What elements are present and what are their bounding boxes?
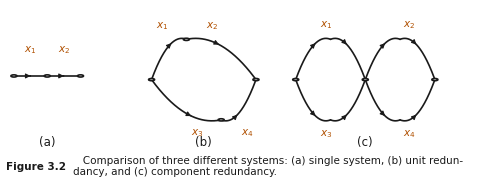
Circle shape bbox=[293, 79, 299, 81]
Text: Comparison of three different systems: (a) single system, (b) unit redun-
dancy,: Comparison of three different systems: (… bbox=[73, 156, 463, 177]
Text: $x_4$: $x_4$ bbox=[403, 129, 415, 140]
Circle shape bbox=[432, 79, 438, 81]
Text: (b): (b) bbox=[195, 136, 212, 149]
Text: $x_2$: $x_2$ bbox=[206, 21, 218, 32]
Text: Figure 3.2: Figure 3.2 bbox=[6, 162, 66, 171]
Text: (a): (a) bbox=[39, 136, 56, 149]
Text: $x_4$: $x_4$ bbox=[241, 127, 253, 139]
Text: $x_1$: $x_1$ bbox=[24, 44, 37, 56]
Circle shape bbox=[218, 119, 224, 121]
Text: (c): (c) bbox=[357, 136, 373, 149]
Circle shape bbox=[183, 38, 189, 40]
Circle shape bbox=[149, 79, 155, 81]
Circle shape bbox=[362, 79, 368, 81]
Circle shape bbox=[78, 75, 83, 77]
Circle shape bbox=[44, 75, 50, 77]
Text: $x_2$: $x_2$ bbox=[58, 44, 70, 56]
Text: $x_1$: $x_1$ bbox=[157, 21, 168, 32]
Text: $x_3$: $x_3$ bbox=[191, 127, 204, 139]
Text: $x_2$: $x_2$ bbox=[403, 19, 415, 31]
Text: $x_1$: $x_1$ bbox=[321, 19, 332, 31]
Circle shape bbox=[253, 79, 259, 81]
Circle shape bbox=[11, 75, 17, 77]
Text: $x_3$: $x_3$ bbox=[320, 129, 333, 140]
